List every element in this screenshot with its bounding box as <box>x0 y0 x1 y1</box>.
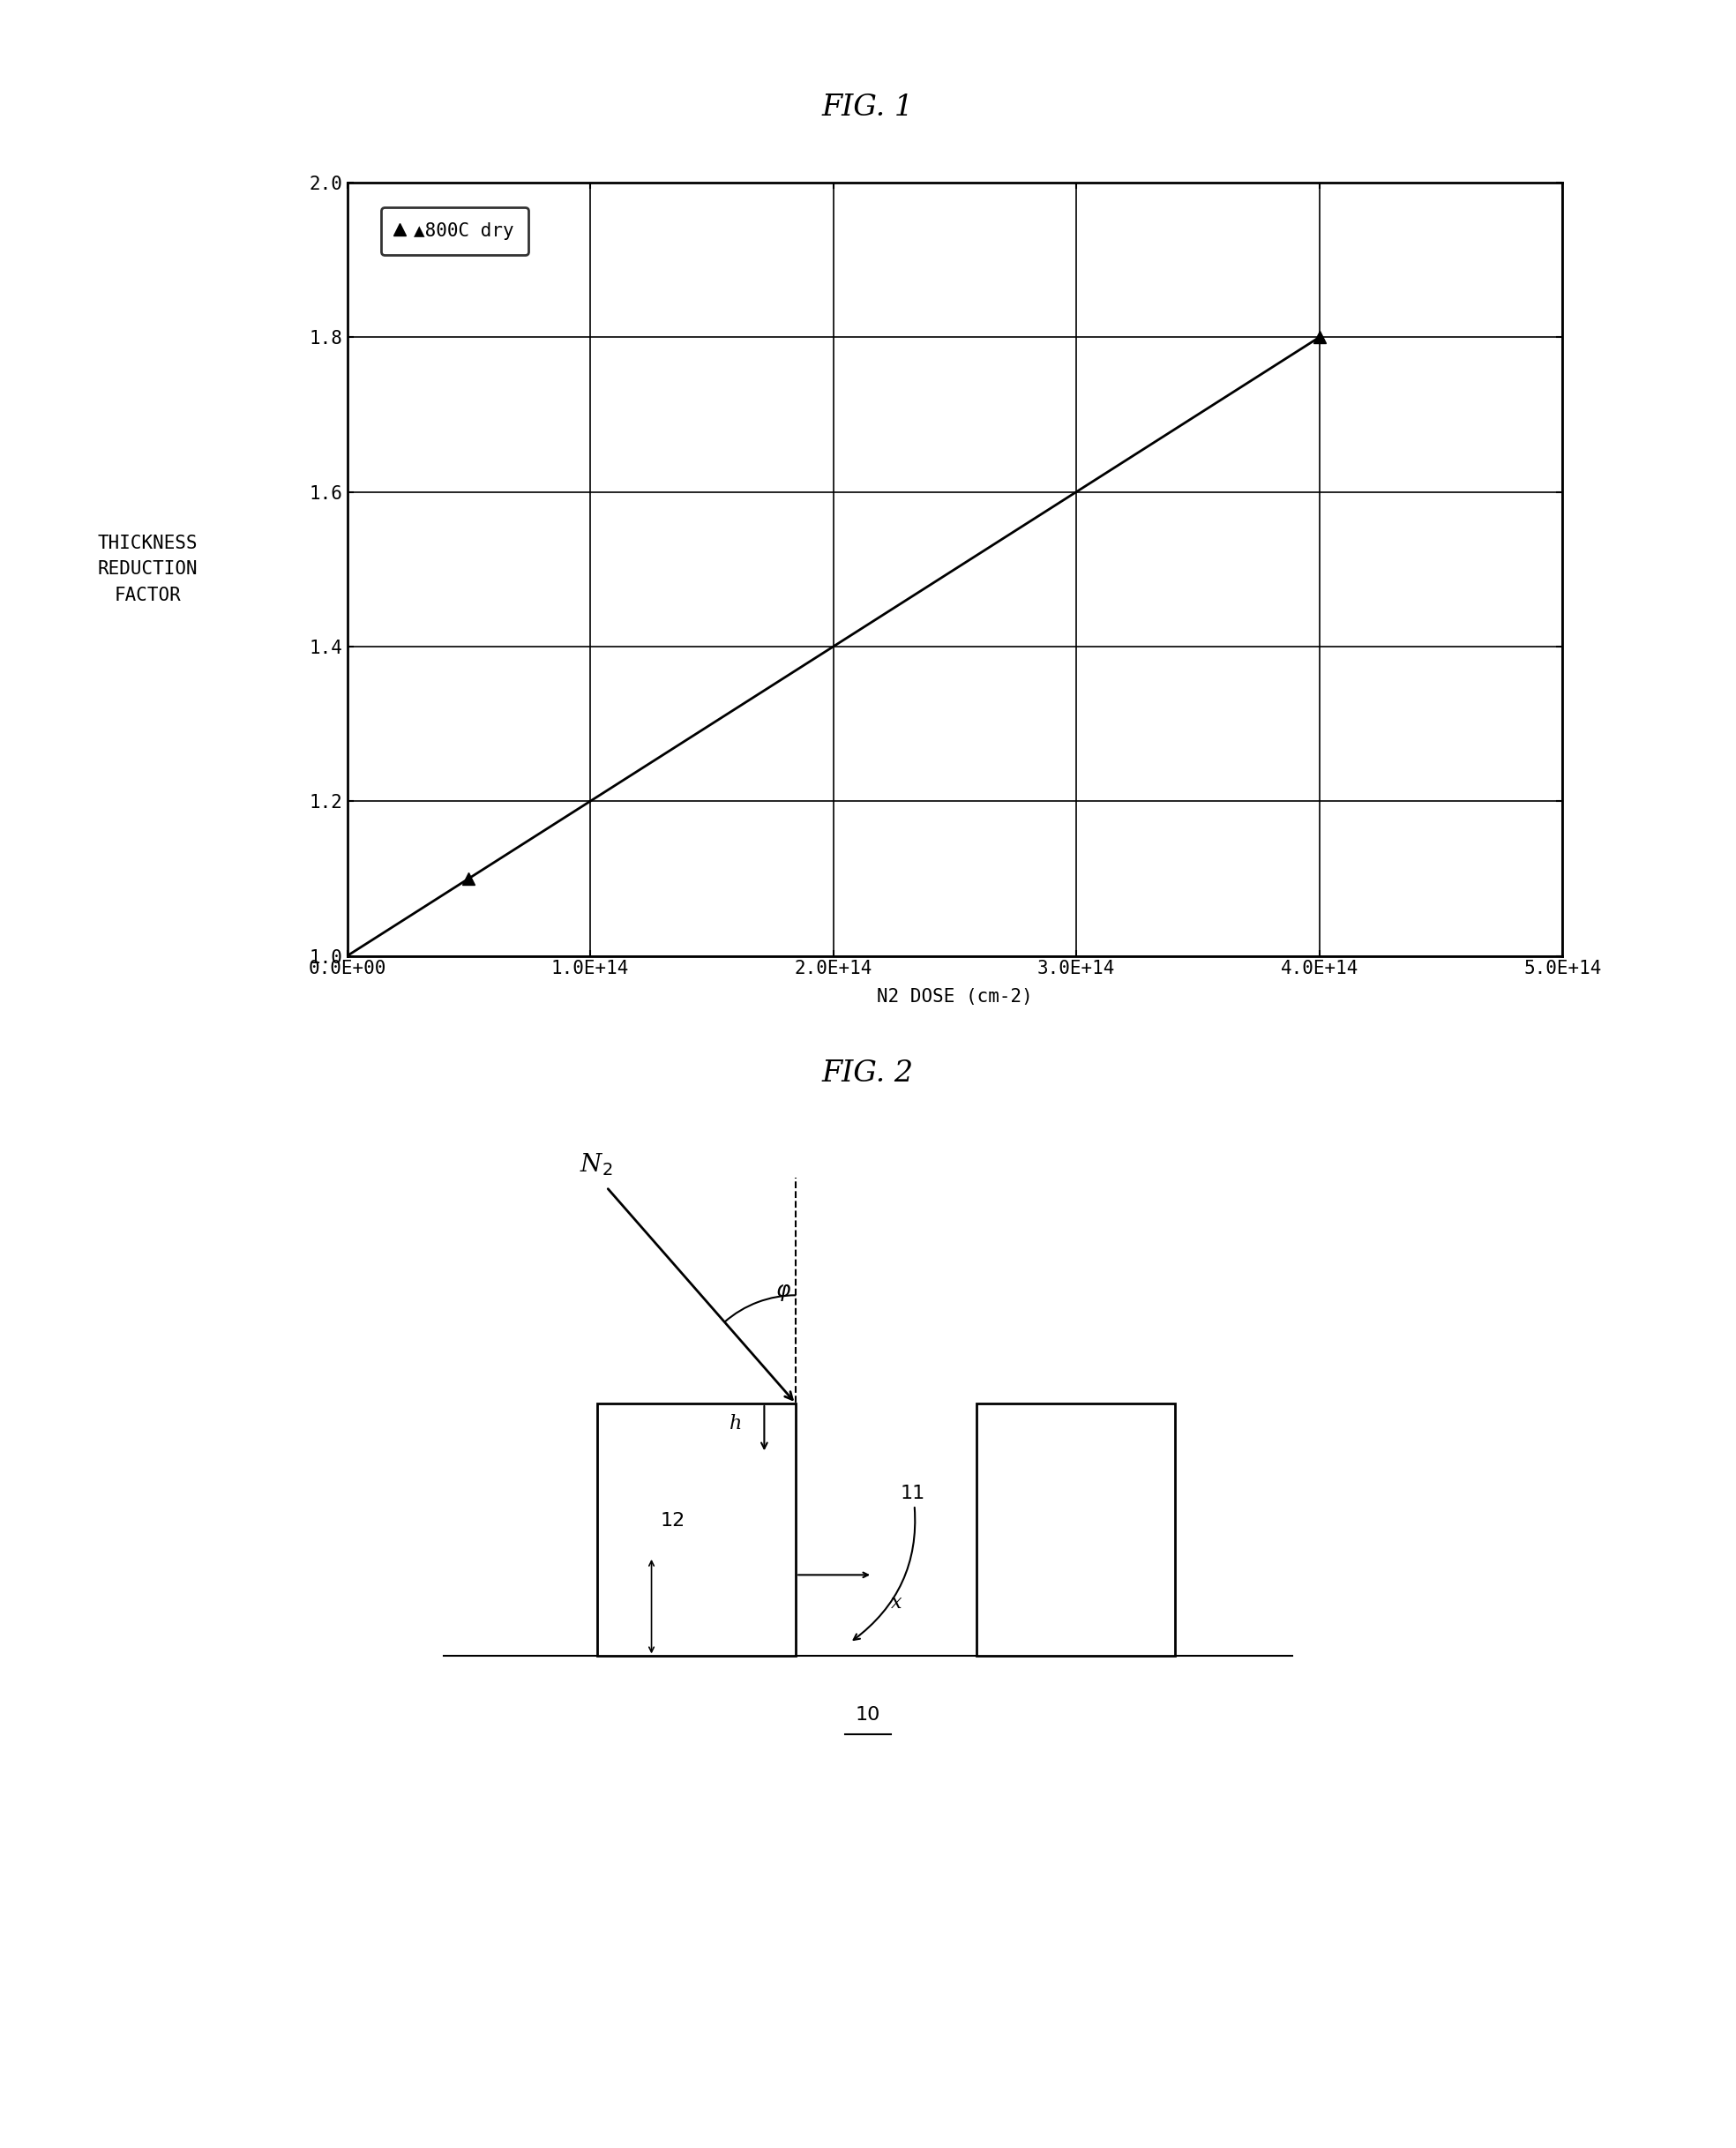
Text: FIG. 1: FIG. 1 <box>823 92 913 122</box>
Text: N$_2$: N$_2$ <box>580 1151 613 1177</box>
Text: THICKNESS
REDUCTION
FACTOR: THICKNESS REDUCTION FACTOR <box>97 535 198 604</box>
X-axis label: N2 DOSE (cm-2): N2 DOSE (cm-2) <box>877 988 1033 1005</box>
Bar <box>976 1403 1175 1656</box>
Text: $\varphi$: $\varphi$ <box>774 1282 792 1304</box>
Text: h: h <box>729 1413 741 1433</box>
Text: x: x <box>891 1594 901 1613</box>
Text: 10: 10 <box>856 1706 880 1723</box>
Text: 12: 12 <box>660 1512 686 1529</box>
Legend: ▲800C dry: ▲800C dry <box>380 206 529 256</box>
Text: FIG. 2: FIG. 2 <box>823 1059 913 1089</box>
Bar <box>597 1403 795 1656</box>
Text: 11: 11 <box>854 1484 925 1639</box>
